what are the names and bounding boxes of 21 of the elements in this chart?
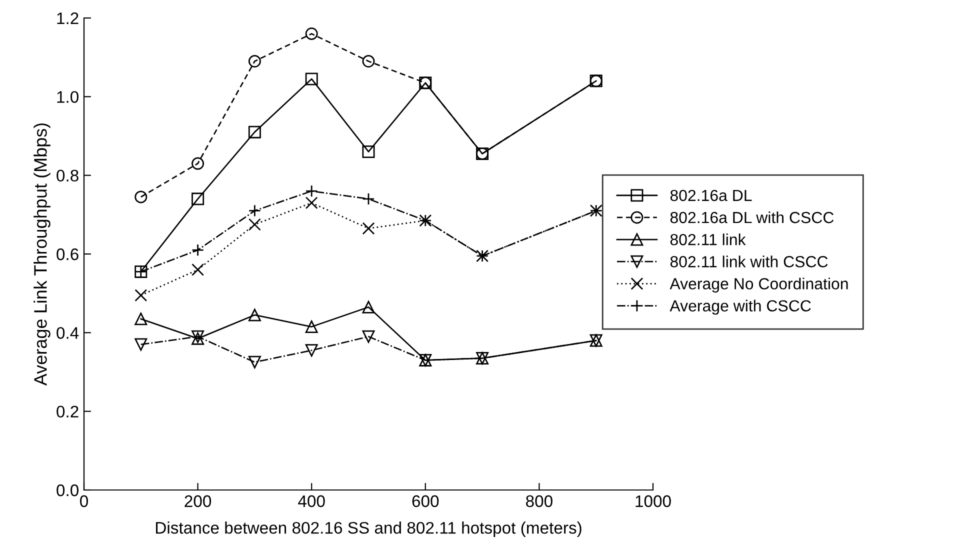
y-tick-label: 1.2 [57, 12, 78, 24]
y-tick-label: 0.6 [56, 248, 78, 260]
y-tick-label: 1.0 [57, 91, 78, 103]
legend-label: 802.11 link [670, 234, 746, 246]
x-tick-label: 200 [184, 495, 212, 508]
legend-label: Average No Coordination [670, 278, 848, 293]
x-tick-label: 0 [80, 495, 88, 508]
y-tick-label: 0.8 [56, 170, 78, 182]
x-tick-label: 800 [526, 495, 552, 508]
y-tick-label: 0.2 [56, 406, 78, 418]
x-axis-title: Distance between 802.16 SS and 802.11 hotspot (meters) [156, 522, 582, 538]
legend-label: Average with CSCC [670, 300, 811, 315]
y-axis-title: Average Link Throughput (Mbps) [34, 123, 50, 386]
x-tick-label: 1000 [636, 495, 671, 508]
x-tick-label: 400 [298, 495, 325, 508]
y-tick-label: 0.0 [56, 484, 78, 496]
y-tick-label: 0.4 [56, 327, 79, 339]
legend-label: 802.16a DL [670, 190, 752, 202]
legend-label: 802.16a DL with CSCC [670, 211, 834, 224]
x-tick-label: 600 [412, 495, 439, 508]
legend-label: 802.11 link with CSCC [670, 256, 828, 268]
